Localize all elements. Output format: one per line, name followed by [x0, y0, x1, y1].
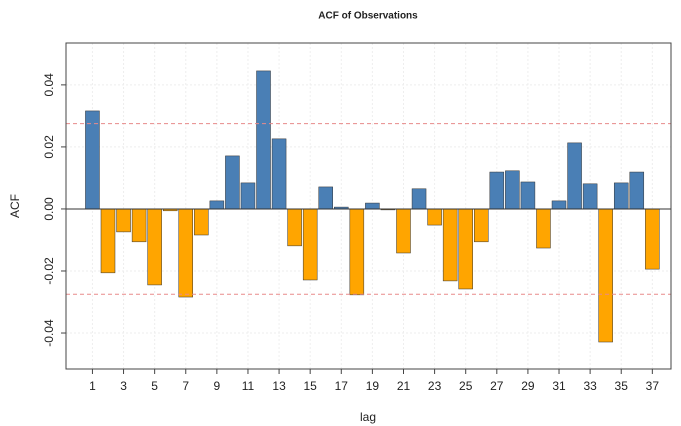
bar [551, 200, 567, 210]
x-tick-label: 19 [366, 379, 380, 393]
y-tick-label: 0.04 [42, 73, 56, 97]
x-tick-label: 25 [459, 379, 473, 393]
bar [287, 208, 302, 247]
bar [442, 208, 458, 282]
x-tick-label: 29 [521, 379, 535, 393]
bar [474, 208, 489, 243]
bar [178, 208, 194, 298]
x-tick-label: 31 [552, 379, 566, 393]
x-tick-label: 15 [303, 379, 317, 393]
bar [240, 182, 256, 210]
x-tick-label: 21 [397, 379, 411, 393]
bar [629, 171, 645, 210]
y-tick-label: -0.02 [42, 257, 56, 285]
plot-frame [65, 42, 672, 370]
bar [365, 202, 380, 210]
bar [271, 138, 287, 210]
y-tick-label: -0.04 [42, 319, 56, 347]
x-tick-label: 35 [615, 379, 629, 393]
bar [194, 208, 209, 236]
x-tick-label: 1 [89, 379, 96, 393]
bar [582, 183, 598, 210]
x-tick-label: 27 [490, 379, 504, 393]
bar [116, 208, 131, 233]
bar [645, 208, 660, 270]
bar [349, 208, 365, 296]
bar [598, 208, 613, 343]
x-tick-label: 23 [428, 379, 442, 393]
bar [256, 70, 271, 210]
bar [318, 186, 333, 210]
x-tick-label: 9 [214, 379, 221, 393]
bar [225, 155, 240, 210]
bar [520, 181, 536, 210]
bar [302, 208, 318, 281]
bar [85, 110, 100, 210]
x-tick-label: 3 [120, 379, 127, 393]
bar [100, 208, 116, 274]
bar [209, 200, 225, 210]
x-tick-label: 17 [335, 379, 349, 393]
x-tick-label: 11 [242, 379, 255, 393]
bar [458, 208, 473, 290]
bar [427, 208, 442, 226]
bar [536, 208, 551, 249]
x-axis-label: lag [360, 410, 376, 424]
chart-title: ACF of Observations [318, 11, 418, 22]
y-tick-label: 0.02 [42, 135, 56, 159]
y-tick-label: 0.00 [42, 197, 56, 221]
x-tick-label: 5 [151, 379, 158, 393]
bar [567, 142, 582, 210]
bar [489, 171, 505, 210]
bar [131, 208, 147, 243]
bar [396, 208, 411, 254]
bar [147, 208, 162, 286]
x-tick-label: 13 [272, 379, 286, 393]
bar [613, 182, 629, 210]
bar [505, 170, 520, 210]
bar [411, 188, 427, 210]
x-tick-label: 37 [646, 379, 660, 393]
y-axis-label: ACF [8, 194, 22, 218]
x-tick-label: 7 [182, 379, 189, 393]
x-tick-label: 33 [583, 379, 597, 393]
